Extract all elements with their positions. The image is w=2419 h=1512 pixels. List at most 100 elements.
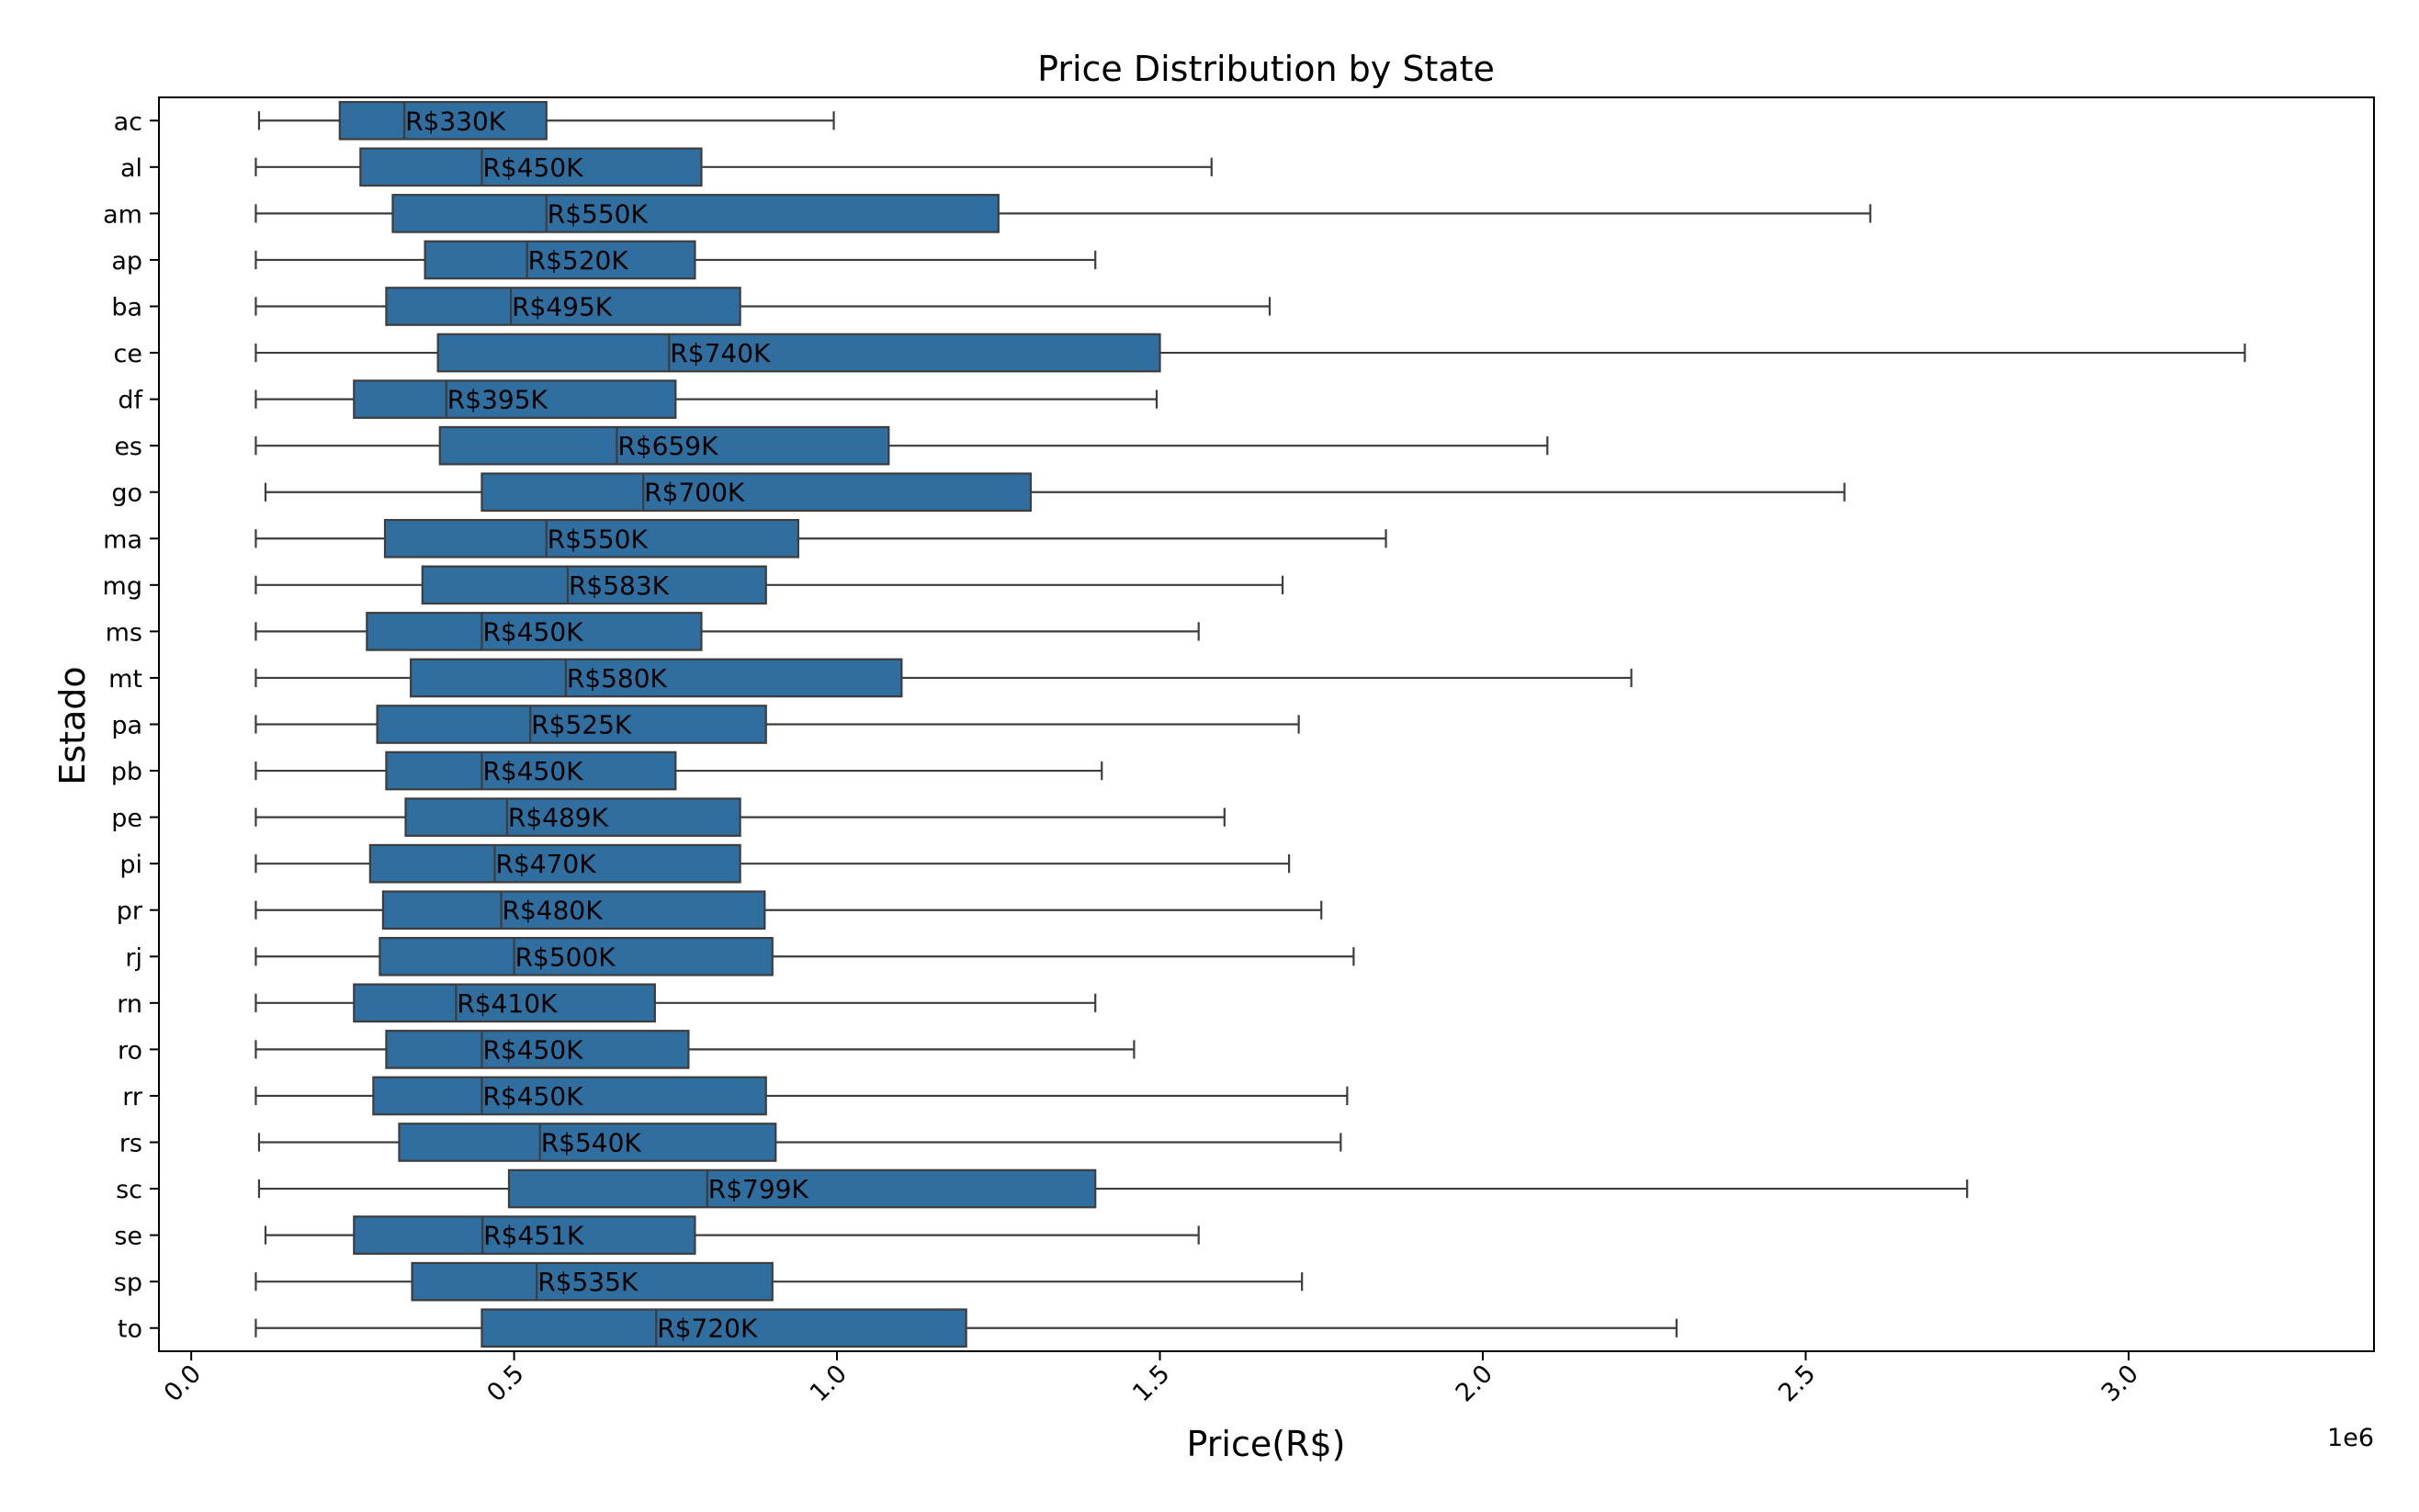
- y-tick-label-ce: ce: [114, 340, 142, 368]
- median-label: R$450K: [482, 1034, 583, 1065]
- median-label: R$410K: [457, 988, 558, 1019]
- y-axis-label: Estado: [52, 666, 93, 784]
- y-tick-label-ms: ms: [106, 618, 142, 647]
- box-group-am: R$550K: [254, 194, 1871, 233]
- median-label: R$495K: [512, 292, 613, 322]
- box-group-ro: R$450K: [254, 1030, 1136, 1069]
- box-group-rr: R$450K: [254, 1076, 1349, 1116]
- y-tick-label-ro: ro: [118, 1036, 142, 1065]
- box-group-pi: R$470K: [254, 843, 1291, 884]
- box-group-pb: R$450K: [254, 750, 1103, 791]
- box-group-sp: R$535K: [254, 1261, 1304, 1302]
- median-label: R$470K: [496, 849, 597, 879]
- y-tick-label-se: se: [114, 1223, 142, 1251]
- y-tick-label-rj: rj: [125, 943, 142, 972]
- y-axis: ac al am ap ba ce df es go ma mg ms mt pa pb pe pi pr rj rn…: [103, 107, 159, 1344]
- median-label: R$535K: [537, 1267, 639, 1297]
- median-label: R$720K: [657, 1314, 758, 1344]
- iqr-box: [411, 1261, 774, 1302]
- median-label: R$489K: [508, 803, 609, 833]
- x-tick-label: 0.5: [481, 1360, 529, 1407]
- median-label: R$450K: [482, 1081, 583, 1111]
- iqr-box: [353, 379, 677, 419]
- y-tick-label-mt: mt: [108, 665, 142, 694]
- y-tick-label-go: go: [111, 480, 142, 508]
- median-label: R$395K: [447, 385, 548, 415]
- box-group-pr: R$480K: [254, 890, 1323, 931]
- median-label: R$450K: [482, 756, 583, 786]
- box-group-ce: R$740K: [254, 333, 2246, 373]
- x-axis-label: Price(R$): [1187, 1424, 1346, 1464]
- iqr-box: [359, 147, 703, 187]
- box-group-rj: R$500K: [254, 936, 1355, 976]
- y-tick-label-sc: sc: [116, 1176, 142, 1204]
- chart-title: Price Distribution by State: [1037, 49, 1495, 89]
- iqr-box: [368, 843, 741, 884]
- box-group-al: R$450K: [254, 147, 1213, 187]
- y-tick-label-pr: pr: [117, 897, 143, 926]
- box-group-rs: R$540K: [257, 1123, 1342, 1162]
- x-tick-label: 2.5: [1773, 1360, 1821, 1407]
- y-tick-label-pb: pb: [111, 758, 142, 786]
- box-group-to: R$720K: [254, 1308, 1678, 1348]
- median-label: R$550K: [548, 198, 649, 229]
- iqr-box: [383, 518, 799, 559]
- box-group-ap: R$520K: [254, 240, 1097, 280]
- y-tick-label-rr: rr: [122, 1083, 143, 1111]
- iqr-box: [410, 658, 903, 698]
- iqr-box: [385, 1030, 690, 1069]
- y-tick-label-es: es: [114, 433, 142, 461]
- iqr-box: [507, 1168, 1097, 1209]
- median-label: R$520K: [528, 245, 629, 276]
- x-tick-label: 2.0: [1451, 1360, 1498, 1407]
- box-group-mt: R$580K: [254, 658, 1633, 698]
- median-label: R$583K: [569, 570, 670, 601]
- iqr-box: [385, 287, 741, 326]
- y-tick-label-pa: pa: [111, 712, 142, 740]
- y-tick-label-mg: mg: [103, 572, 142, 601]
- iqr-box: [376, 705, 767, 744]
- y-tick-label-ap: ap: [111, 247, 142, 276]
- iqr-box: [398, 1123, 777, 1162]
- box-group-se: R$451K: [264, 1215, 1200, 1255]
- box-group-rn: R$410K: [254, 983, 1097, 1023]
- median-label: R$450K: [482, 152, 583, 183]
- median-label: R$525K: [531, 710, 632, 740]
- iqr-box: [379, 936, 774, 976]
- median-label: R$540K: [541, 1128, 642, 1158]
- y-tick-label-pe: pe: [111, 805, 142, 833]
- iqr-box: [421, 565, 767, 605]
- box-group-pa: R$525K: [254, 705, 1300, 744]
- median-label: R$550K: [548, 524, 649, 554]
- box-group-mg: R$583K: [254, 565, 1284, 605]
- y-tick-label-pi: pi: [119, 851, 142, 879]
- iqr-box: [438, 425, 890, 466]
- median-label: R$451K: [483, 1221, 584, 1251]
- y-tick-label-df: df: [118, 387, 143, 415]
- iqr-box: [385, 750, 677, 791]
- box-group-es: R$659K: [254, 425, 1549, 466]
- median-label: R$799K: [708, 1174, 809, 1204]
- median-label: R$659K: [617, 431, 718, 461]
- median-label: R$500K: [515, 942, 616, 972]
- box-group-df: R$395K: [254, 379, 1159, 419]
- y-tick-label-ma: ma: [103, 525, 142, 554]
- box-group-go: R$700K: [264, 472, 1846, 513]
- iqr-box: [480, 1308, 967, 1348]
- iqr-box: [353, 983, 656, 1023]
- iqr-box: [424, 240, 696, 280]
- boxes-layer: R$330K R$450K R$550K R$520K R$495K R$740K R$39…: [254, 100, 2246, 1348]
- y-tick-label-rn: rn: [117, 990, 142, 1019]
- x-tick-label: 0.0: [159, 1360, 207, 1407]
- y-tick-label-sp: sp: [114, 1269, 142, 1297]
- y-tick-label-ba: ba: [111, 294, 142, 322]
- box-group-ac: R$330K: [257, 100, 835, 141]
- x-offset-label: 1e6: [2327, 1424, 2374, 1452]
- x-tick-label: 3.0: [2097, 1360, 2144, 1407]
- y-tick-label-to: to: [118, 1315, 142, 1344]
- median-label: R$330K: [405, 106, 506, 136]
- box-group-ms: R$450K: [254, 612, 1200, 651]
- iqr-box: [338, 100, 548, 141]
- x-axis: 0.0 0.5 1.0 1.5 2.0 2.5 3.0: [159, 1351, 2144, 1407]
